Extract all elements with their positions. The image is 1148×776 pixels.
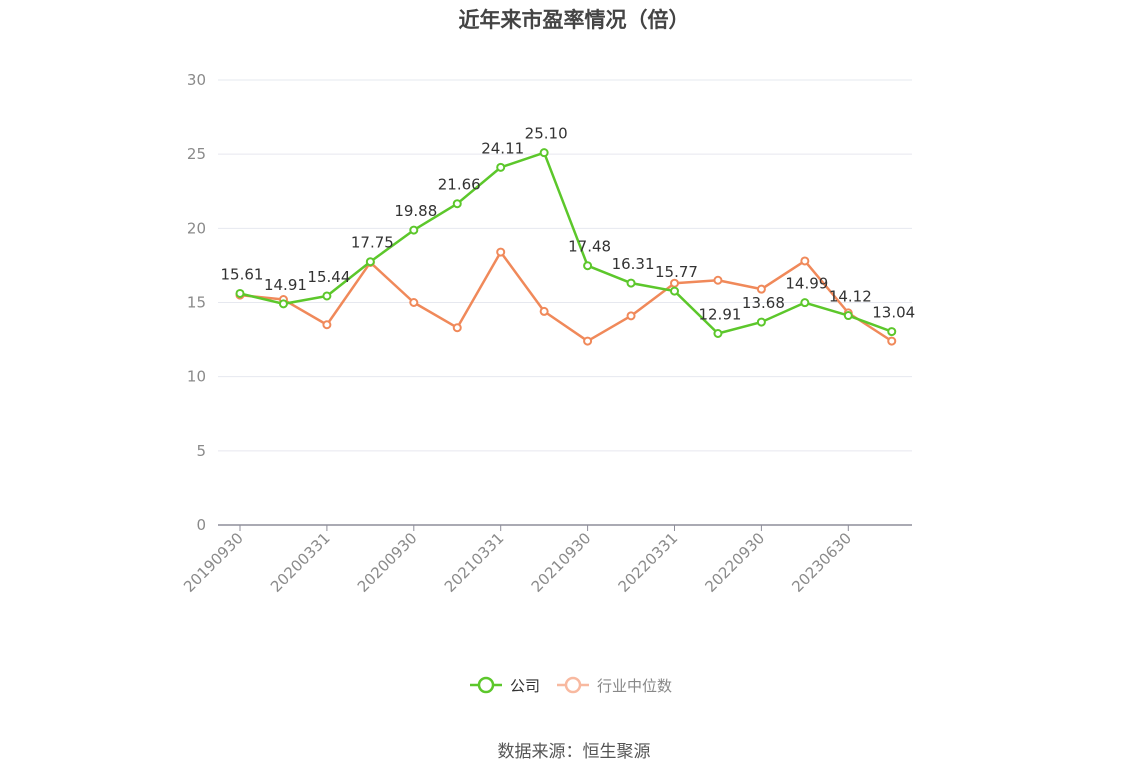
company-data-label: 15.61 xyxy=(221,265,264,283)
industry-point xyxy=(539,306,549,316)
company-data-label: 19.88 xyxy=(394,202,437,220)
company-data-label: 12.91 xyxy=(698,306,741,324)
company-point xyxy=(539,148,549,158)
company-point xyxy=(496,162,506,172)
industry-point xyxy=(756,284,766,294)
x-tick-label: 20200331 xyxy=(267,529,334,596)
company-data-label: 25.10 xyxy=(525,125,568,143)
industry-point xyxy=(496,247,506,257)
y-tick-label: 25 xyxy=(187,145,206,163)
chart-title: 近年来市盈率情况（倍） xyxy=(458,8,690,32)
company-point xyxy=(626,278,636,288)
company-point xyxy=(322,291,332,301)
legend-company-label: 公司 xyxy=(510,677,540,695)
company-point xyxy=(843,311,853,321)
company-data-label: 14.99 xyxy=(785,275,828,293)
company-data-label: 17.75 xyxy=(351,234,394,252)
x-tick-label: 20200930 xyxy=(354,529,421,596)
company-data-label: 24.11 xyxy=(481,139,524,157)
industry-point xyxy=(887,336,897,346)
company-data-label: 13.68 xyxy=(742,294,785,312)
industry-point xyxy=(583,336,593,346)
company-data-label: 17.48 xyxy=(568,238,611,256)
legend-company-marker xyxy=(477,676,495,694)
legend-industry-label: 行业中位数 xyxy=(597,677,672,695)
x-tick-label: 20210930 xyxy=(528,529,595,596)
industry-point xyxy=(452,323,462,333)
company-data-label: 14.12 xyxy=(829,288,872,306)
industry-point xyxy=(713,275,723,285)
x-tick-label: 20220930 xyxy=(702,529,769,596)
company-data-label: 14.91 xyxy=(264,276,307,294)
legend[interactable]: 公司 行业中位数 xyxy=(470,676,672,695)
company-point xyxy=(887,327,897,337)
company-point xyxy=(235,288,245,298)
company-point xyxy=(800,298,810,308)
industry-point xyxy=(322,320,332,330)
y-tick-label: 15 xyxy=(187,294,206,312)
x-tick-label: 20190930 xyxy=(180,529,247,596)
industry-point xyxy=(626,311,636,321)
company-point xyxy=(452,199,462,209)
company-point xyxy=(756,317,766,327)
industry-series-line xyxy=(239,250,893,343)
company-data-label: 13.04 xyxy=(872,304,915,322)
company-data-label: 15.44 xyxy=(307,268,350,286)
series xyxy=(235,148,897,346)
x-tick-label: 20230630 xyxy=(788,529,855,596)
company-point xyxy=(365,257,375,267)
data-source-note: 数据来源：恒生聚源 xyxy=(497,742,651,762)
x-tick-label: 20210331 xyxy=(441,529,508,596)
company-data-label: 15.77 xyxy=(655,263,698,281)
y-tick-label: 10 xyxy=(187,368,206,386)
y-tick-label: 30 xyxy=(187,71,206,89)
company-data-label: 21.66 xyxy=(438,176,481,194)
industry-point xyxy=(800,256,810,266)
industry-point xyxy=(409,298,419,307)
company-series-line xyxy=(239,151,893,335)
y-tick-label: 20 xyxy=(187,219,206,237)
x-tick-label: 20220331 xyxy=(615,529,682,596)
company-point xyxy=(409,225,419,235)
company-point xyxy=(670,286,679,296)
legend-industry-marker xyxy=(564,676,582,694)
company-point xyxy=(713,329,723,339)
y-tick-label: 5 xyxy=(196,442,206,460)
company-point xyxy=(583,261,593,271)
company-data-label: 16.31 xyxy=(612,255,655,273)
y-tick-label: 0 xyxy=(196,516,206,534)
company-point xyxy=(278,299,288,309)
grid-lines xyxy=(218,79,912,452)
